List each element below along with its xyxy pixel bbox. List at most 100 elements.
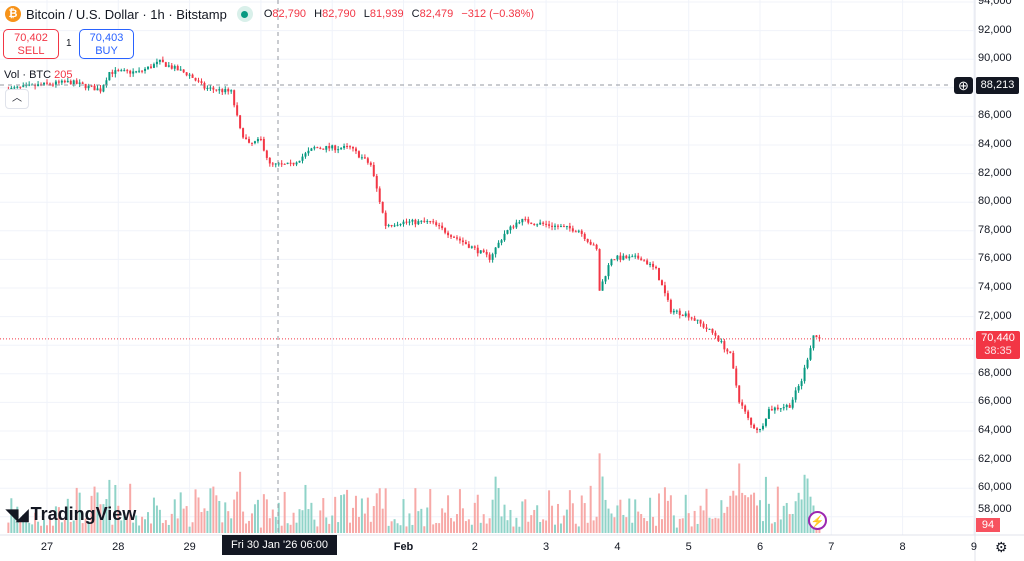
volume-bar <box>236 491 239 533</box>
sell-button[interactable]: 70,402 SELL <box>3 29 59 59</box>
volume-bar <box>120 520 123 533</box>
candle-body <box>75 80 78 84</box>
candle-body <box>19 86 22 88</box>
symbol-title[interactable]: Bitcoin / U.S. Dollar · 1h · Bitstamp <box>26 6 227 22</box>
volume-bar <box>450 518 453 533</box>
volume-bar <box>435 522 438 533</box>
volume-bar <box>467 519 470 533</box>
candle-body <box>138 70 141 72</box>
candle-body <box>256 138 259 142</box>
candle-body <box>354 148 357 152</box>
volume-bar <box>265 499 268 533</box>
volume-bar <box>322 498 325 533</box>
volume-bar <box>470 524 473 533</box>
volume-bar <box>732 490 735 533</box>
volume-bar <box>444 512 447 533</box>
candle-body <box>123 70 126 72</box>
candle-body <box>105 80 108 86</box>
candle-body <box>467 244 470 248</box>
volume-bar <box>476 494 479 533</box>
volume-bar <box>592 520 595 533</box>
add-alert-plus-icon[interactable]: ⊕ <box>954 77 973 94</box>
volume-bar <box>60 522 63 533</box>
candle-body <box>351 146 354 149</box>
candle-body <box>114 70 117 74</box>
candle-body <box>646 260 649 265</box>
candle-body <box>515 222 518 228</box>
candle-body <box>604 276 607 282</box>
volume-bar <box>230 518 233 533</box>
volume-bar <box>307 509 310 533</box>
buy-button[interactable]: 70,403 BUY <box>79 29 134 59</box>
volume-bar <box>7 522 10 533</box>
candle-body <box>521 218 524 223</box>
candle-body <box>500 240 503 243</box>
volume-bar <box>637 511 640 533</box>
candle-body <box>773 407 776 411</box>
volume-bar <box>770 523 773 533</box>
time-tick-label: 2 <box>471 541 478 553</box>
volume-bar <box>646 521 649 533</box>
candle-body <box>619 255 622 260</box>
volume-bar <box>643 518 646 533</box>
candle-body <box>132 71 135 74</box>
candle-body <box>164 62 167 67</box>
candle-body <box>592 244 595 246</box>
candle-body <box>37 84 40 87</box>
volume-bar <box>149 523 152 533</box>
lightning-icon[interactable]: ⚡ <box>808 511 827 530</box>
candle-body <box>274 163 277 165</box>
candle-body <box>753 424 756 429</box>
candle-body <box>497 242 500 248</box>
volume-bar <box>571 503 574 533</box>
volume-bar <box>188 526 191 533</box>
candle-body <box>343 146 346 149</box>
candle-body <box>476 247 479 254</box>
candle-body <box>60 80 63 83</box>
volume-bar <box>726 506 729 533</box>
candle-body <box>126 70 129 72</box>
candle-body <box>179 69 182 71</box>
candle-body <box>610 259 613 266</box>
candle-body <box>22 85 25 87</box>
volume-bar <box>696 523 699 533</box>
volume-bar <box>161 522 164 533</box>
volume-bar <box>500 516 503 533</box>
candle-body <box>634 255 637 257</box>
candle-body <box>298 160 301 163</box>
candle-body <box>616 255 619 260</box>
market-status-icon[interactable] <box>236 6 253 22</box>
volume-bar <box>548 490 551 533</box>
volume-bar <box>283 491 286 533</box>
volume-bar <box>414 488 417 533</box>
volume-bar <box>253 504 256 533</box>
tradingview-logo[interactable]: ◥◢ TradingView <box>6 504 137 524</box>
candle-body <box>764 418 767 426</box>
volume-bar <box>239 471 242 533</box>
candle-body <box>236 105 239 116</box>
candle-body <box>307 150 310 154</box>
volume-bar <box>699 505 702 533</box>
volume-bar <box>610 513 613 533</box>
candle-body <box>756 428 759 431</box>
volume-bar <box>13 510 16 533</box>
candle-body <box>548 224 551 226</box>
candle-body <box>135 71 138 73</box>
volume-bar <box>197 497 200 533</box>
crosshair-time-label: Fri 30 Jan '26 06:00 <box>222 535 337 555</box>
volume-bar <box>117 505 120 533</box>
volume-bar <box>343 494 346 533</box>
candle-body <box>289 162 292 164</box>
candle-body <box>530 222 533 224</box>
price-tick-label: 76,000 <box>978 252 1012 265</box>
candle-body <box>800 381 803 387</box>
settings-gear-icon[interactable]: ⚙ <box>995 539 1008 555</box>
volume-bar <box>723 512 726 533</box>
candle-body <box>63 80 66 83</box>
symbol-legend: ₿ Bitcoin / U.S. Dollar · 1h · Bitstamp … <box>5 6 534 22</box>
collapse-legend-button[interactable]: ︿ <box>5 89 29 109</box>
volume-bar <box>48 519 51 533</box>
candle-body <box>438 225 441 227</box>
candle-body <box>533 223 536 225</box>
